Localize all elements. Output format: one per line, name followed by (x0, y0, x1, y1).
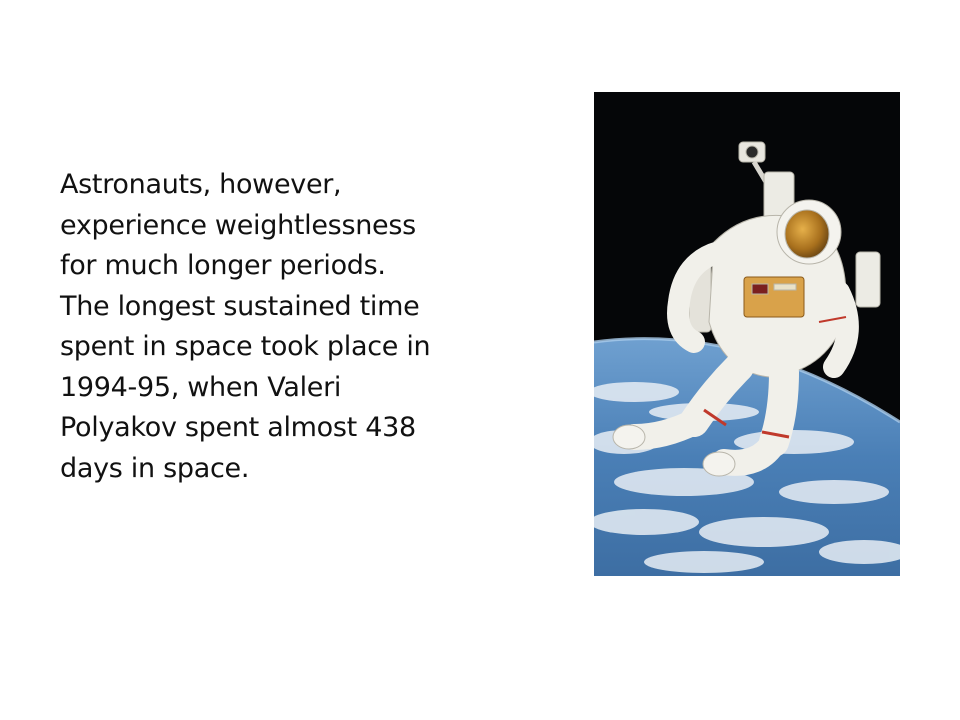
astronaut-photo (594, 92, 900, 576)
text-line: days in space. (60, 452, 250, 484)
text-line: for much longer periods. (60, 250, 386, 281)
text-line: experience weightlessness (60, 209, 416, 241)
text-line: 1994-95, when Valeri (60, 371, 342, 403)
text-line: Astronauts, however, (60, 169, 342, 200)
slide-body-text: Astronauts, however, experience weightle… (60, 165, 490, 489)
text-line: The longest sustained time (60, 290, 420, 322)
text-line: spent in space took place in (60, 331, 431, 362)
astronaut (612, 141, 881, 477)
text-line: Polyakov spent almost 438 (60, 412, 416, 443)
